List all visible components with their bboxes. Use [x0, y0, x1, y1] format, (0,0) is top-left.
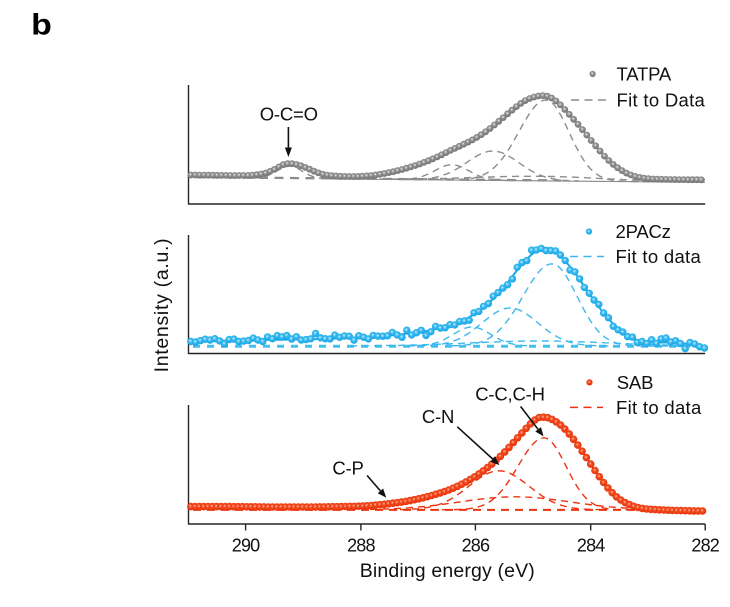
svg-text:282: 282 [691, 536, 719, 556]
svg-text:SAB: SAB [617, 372, 653, 393]
svg-text:C-N: C-N [422, 406, 454, 427]
svg-text:Binding energy (eV): Binding energy (eV) [360, 560, 535, 582]
svg-text:O-C=O: O-C=O [260, 103, 318, 124]
svg-text:C-C,C-H: C-C,C-H [475, 384, 545, 405]
svg-text:b: b [31, 7, 52, 41]
svg-text:290: 290 [232, 536, 260, 556]
svg-text:TATPA: TATPA [617, 63, 672, 84]
svg-text:2PACz: 2PACz [616, 221, 671, 242]
svg-text:C-P: C-P [332, 458, 363, 479]
svg-text:Fit to data: Fit to data [616, 397, 702, 418]
svg-text:Fit to data: Fit to data [616, 246, 702, 267]
svg-text:288: 288 [347, 536, 375, 556]
svg-text:Intensity (a.u.): Intensity (a.u.) [151, 238, 173, 373]
svg-text:284: 284 [577, 536, 605, 556]
svg-text:286: 286 [462, 536, 490, 556]
svg-text:Fit to Data: Fit to Data [617, 89, 706, 110]
